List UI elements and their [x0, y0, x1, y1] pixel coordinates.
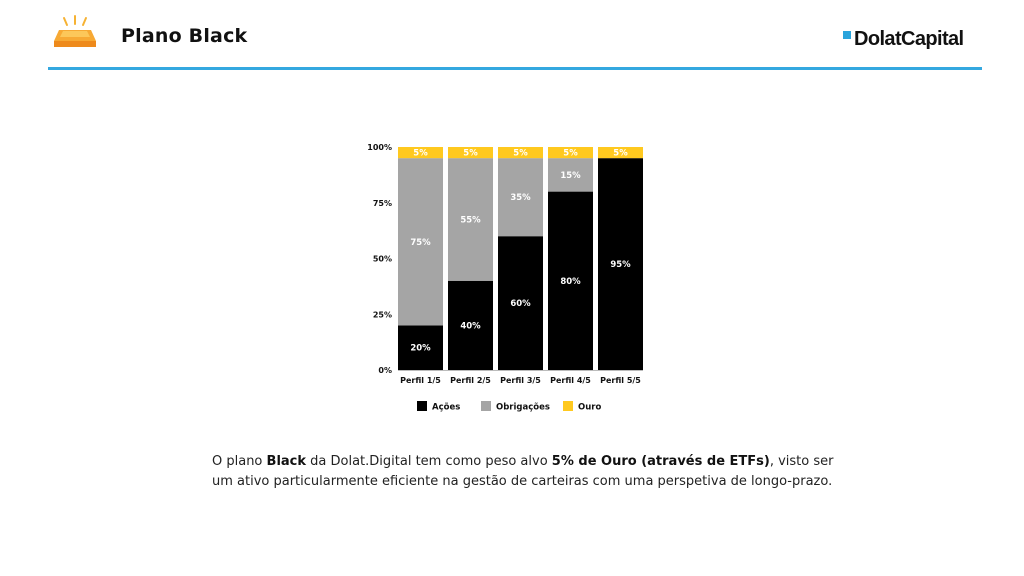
bar-segment — [548, 191, 593, 370]
y-tick-label: 25% — [373, 310, 392, 319]
data-label: 35% — [510, 193, 531, 203]
page-title: Plano Black — [121, 25, 248, 47]
legend-label: Obrigações — [496, 403, 550, 413]
caption-part-1: O plano — [212, 454, 267, 469]
data-label: 75% — [410, 238, 431, 248]
data-label: 40% — [460, 321, 481, 331]
bar-segment — [598, 158, 643, 370]
allocation-chart: 0% 25% 50% 75% 100% 20% 75% 5% 40% 55% 5% 60% 35% 5%… — [367, 143, 643, 413]
bar-segment — [548, 147, 593, 159]
bar-segment — [498, 158, 543, 237]
data-label: 5% — [563, 149, 578, 159]
header: Plano Black DolatCapital — [0, 0, 1024, 70]
bar-segment — [498, 147, 543, 159]
data-label: 5% — [463, 149, 478, 159]
bar-segment — [448, 147, 493, 159]
header-divider — [48, 67, 982, 70]
caption-part-3: , visto ser um ativo particularmente efi… — [212, 454, 834, 489]
y-tick-label: 100% — [367, 143, 392, 152]
legend-label: Ouro — [578, 403, 601, 413]
caption-part-2: da Dolat.Digital tem como peso alvo — [306, 454, 552, 469]
bar-segment — [548, 158, 593, 192]
bar-segment — [448, 280, 493, 370]
y-tick-label: 0% — [378, 366, 392, 375]
data-label: 15% — [560, 171, 581, 181]
x-axis: Perfil 1/5 Perfil 2/5 Perfil 3/5 Perfil 4/5… — [398, 370, 643, 385]
data-label: 60% — [510, 299, 531, 309]
x-tick-label: Perfil 2/5 — [450, 376, 491, 385]
legend: Ações Obrigações Ouro — [417, 401, 601, 413]
data-label: 55% — [460, 215, 481, 225]
bar-segment — [448, 158, 493, 281]
y-axis: 0% 25% 50% 75% 100% — [367, 143, 392, 375]
legend-label: Ações — [432, 403, 460, 413]
bars: 20% 75% 5% 40% 55% 5% 60% 35% 5% 80% 15% 5% 95% 5% — [398, 147, 643, 370]
logo-text: DolatCapital — [854, 28, 964, 50]
x-tick-label: Perfil 4/5 — [550, 376, 591, 385]
data-label: 20% — [410, 344, 431, 354]
x-tick-label: Perfil 1/5 — [400, 376, 441, 385]
data-label: 5% — [513, 149, 528, 159]
legend-swatch — [417, 401, 427, 411]
data-label: 5% — [413, 149, 428, 159]
logo-square-icon — [843, 31, 851, 39]
data-label: 80% — [560, 277, 581, 287]
y-tick-label: 50% — [373, 255, 392, 264]
x-tick-label: Perfil 3/5 — [500, 376, 541, 385]
caption-bold-2: 5% de Ouro (através de ETFs) — [551, 454, 770, 469]
y-tick-label: 75% — [373, 199, 392, 208]
data-label: 95% — [610, 260, 631, 270]
bar-segment — [398, 158, 443, 326]
bar-segment — [498, 236, 543, 370]
x-tick-label: Perfil 5/5 — [600, 376, 641, 385]
gold-bar-icon — [54, 15, 96, 47]
bar-segment — [598, 147, 643, 159]
caption-bold-1: Black — [266, 454, 307, 469]
bar-segment — [398, 147, 443, 159]
legend-swatch — [481, 401, 491, 411]
bar-segment — [398, 325, 443, 370]
data-label: 5% — [613, 149, 628, 159]
caption-text: O plano Black da Dolat.Digital tem como … — [212, 452, 852, 492]
legend-swatch — [563, 401, 573, 411]
